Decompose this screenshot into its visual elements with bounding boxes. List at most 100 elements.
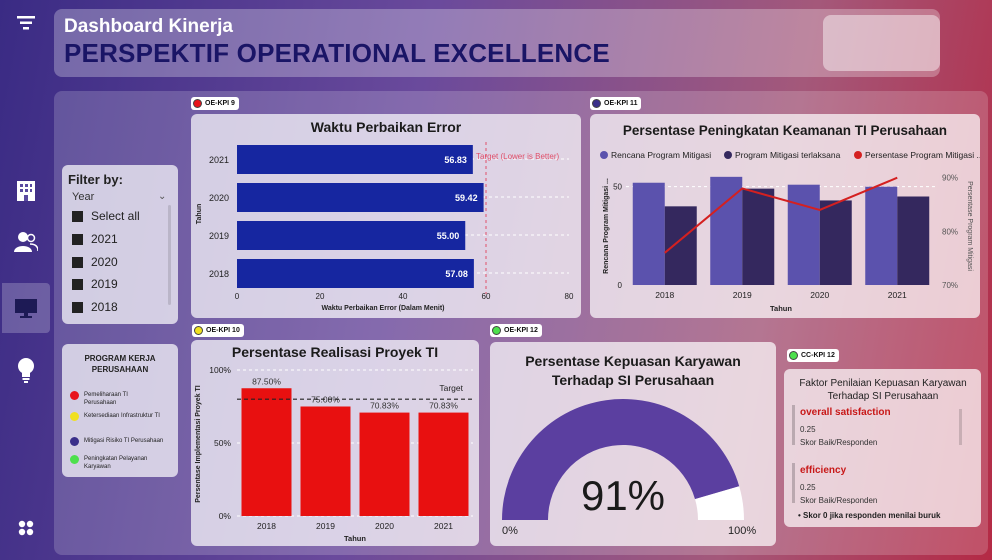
bar — [237, 259, 474, 288]
y2-axis-label: Persentase Program Mitigasi — [966, 181, 973, 271]
kpi-tag-label: OE-KPI 10 — [206, 327, 240, 334]
bar — [300, 406, 351, 516]
filter-option[interactable]: Select all — [72, 209, 140, 223]
y2-tick-label: 80% — [942, 227, 958, 236]
bar — [897, 196, 930, 285]
filter-scrollbar[interactable] — [168, 205, 171, 305]
data-label: 75.00% — [311, 395, 340, 405]
filter-option[interactable]: 2021 — [72, 232, 118, 246]
gauge-remainder — [695, 486, 744, 520]
legend-label: Mitigasi Risiko TI Perusahaan — [84, 438, 164, 444]
data-label: 57.08 — [445, 269, 468, 279]
y-tick-label: 50 — [613, 183, 622, 192]
bar — [865, 186, 898, 285]
building-icon[interactable] — [0, 171, 52, 211]
kpi-tag-label: OE-KPI 11 — [604, 100, 638, 107]
program-legend: PROGRAM KERJA PERUSAHAAN Pemeliharaan TI… — [62, 344, 178, 477]
kpi-tag-label: CC-KPI 12 — [801, 352, 835, 359]
filter-title: Filter by: — [68, 172, 123, 187]
green-dot-icon — [789, 351, 798, 360]
filter-option[interactable]: 2018 — [72, 300, 118, 314]
legend-label: Persentase Program Mitigasi ... — [865, 150, 980, 160]
legend-marker — [854, 151, 862, 159]
filter-option-label: 2018 — [91, 300, 118, 314]
apps-grid-icon[interactable] — [0, 508, 52, 548]
data-label: 87.50% — [252, 376, 281, 386]
filter-option-label: 2021 — [91, 232, 118, 246]
y-tick-label: 2018 — [209, 269, 229, 279]
checkbox[interactable] — [72, 301, 83, 313]
y-tick-label: 0% — [219, 511, 232, 521]
legend-item: Peningkatan Pelayanan Karyawan — [70, 455, 160, 471]
x-axis-label: Tahun — [770, 304, 792, 313]
checkbox[interactable] — [72, 233, 83, 245]
bar — [742, 188, 775, 285]
page-title: Dashboard Kinerja — [64, 16, 233, 37]
x-axis-label: Tahun — [344, 534, 366, 543]
filter-option[interactable]: 2019 — [72, 277, 118, 291]
filter-option-label: Select all — [91, 209, 140, 223]
bar — [418, 412, 469, 516]
y-axis-label: Persentase Implementasi Proyek TI — [195, 385, 202, 503]
kpi-tag: OE-KPI 9 — [191, 97, 239, 110]
bar — [237, 145, 473, 174]
series-line — [664, 176, 898, 254]
page-subtitle: PERSPEKTIF OPERATIONAL EXCELLENCE — [64, 38, 610, 68]
filter-option[interactable]: 2020 — [72, 255, 118, 269]
gauge-value: 91% — [581, 472, 665, 519]
x-tick-label: 2018 — [257, 521, 276, 531]
yellow-dot-icon — [194, 326, 203, 335]
users-icon[interactable] — [0, 222, 52, 262]
legend-item: Ketersediaan Infrastruktur TI — [70, 412, 160, 421]
filter-option-label: 2019 — [91, 277, 118, 291]
y-tick-label: 0 — [618, 281, 623, 290]
chart-title: Persentase Realisasi Proyek TI — [231, 344, 439, 360]
faktor-item-unit: Skor Baik/Responden — [800, 496, 878, 504]
y-tick-label: 50% — [214, 438, 231, 448]
y-tick-label: 100% — [209, 365, 231, 375]
green-dot-icon — [70, 455, 79, 464]
kpi-tag-label: OE-KPI 12 — [504, 327, 538, 334]
bar — [241, 388, 292, 516]
year-filter-slicer[interactable]: Filter by: Year ⌄ Select all 2021 2020 2… — [62, 165, 178, 324]
legend-marker — [600, 151, 608, 159]
filter-menu-icon[interactable] — [0, 3, 52, 43]
program-legend-title: PROGRAM KERJA PERUSAHAAN — [84, 354, 156, 374]
header-logo-placeholder — [823, 15, 940, 71]
legend-item: Mitigasi Risiko TI Perusahaan — [70, 437, 164, 446]
chart-title: Waktu Perbaikan Error — [310, 119, 462, 135]
divider — [792, 463, 795, 503]
bar — [237, 221, 466, 250]
data-label: 70.83% — [370, 401, 399, 411]
filter-field-label: Year — [72, 191, 95, 203]
faktor-title: Faktor Penilaian Kepuasan Karyawan Terha… — [799, 378, 967, 402]
keamanan-card: Persentase Peningkatan Keamanan TI Perus… — [590, 114, 980, 318]
checkbox[interactable] — [72, 256, 83, 268]
green-dot-icon — [492, 326, 501, 335]
checkbox[interactable] — [72, 210, 83, 222]
lightbulb-icon[interactable] — [0, 350, 52, 390]
realisasi-chart: 0% 50% 100% 87.50% 2018 75.00% 2019 70.83% 2020 7… — [195, 365, 473, 543]
red-dot-icon — [70, 391, 79, 400]
bar — [787, 184, 820, 285]
faktor-item-unit: Skor Baik/Responden — [800, 438, 878, 447]
chevron-down-icon[interactable]: ⌄ — [158, 191, 167, 202]
checkbox[interactable] — [72, 278, 83, 290]
y-tick-label: 2019 — [209, 231, 229, 241]
x-tick-label: 20 — [316, 292, 325, 301]
yellow-dot-icon — [70, 412, 79, 421]
kpi-tag: OE-KPI 12 — [490, 324, 542, 337]
gauge-max-label: 100% — [728, 525, 756, 537]
legend-label: Rencana Program Mitigasi — [611, 150, 711, 160]
y2-tick-label: 90% — [942, 174, 958, 183]
kepuasan-card: Persentase Kepuasan Karyawan Terhadap SI… — [490, 342, 776, 546]
x-axis-label: Waktu Perbaikan Error (Dalam Menit) — [321, 305, 444, 312]
header-banner — [54, 9, 940, 77]
faktor-scrollbar[interactable] — [959, 409, 962, 445]
chart-title: Persentase Peningkatan Keamanan TI Perus… — [622, 123, 948, 138]
x-tick-label: 2021 — [434, 521, 453, 531]
x-tick-label: 2021 — [888, 290, 907, 300]
monitor-icon[interactable] — [2, 283, 50, 333]
bar — [664, 206, 697, 285]
kpi-tag-label: OE-KPI 9 — [205, 100, 235, 107]
